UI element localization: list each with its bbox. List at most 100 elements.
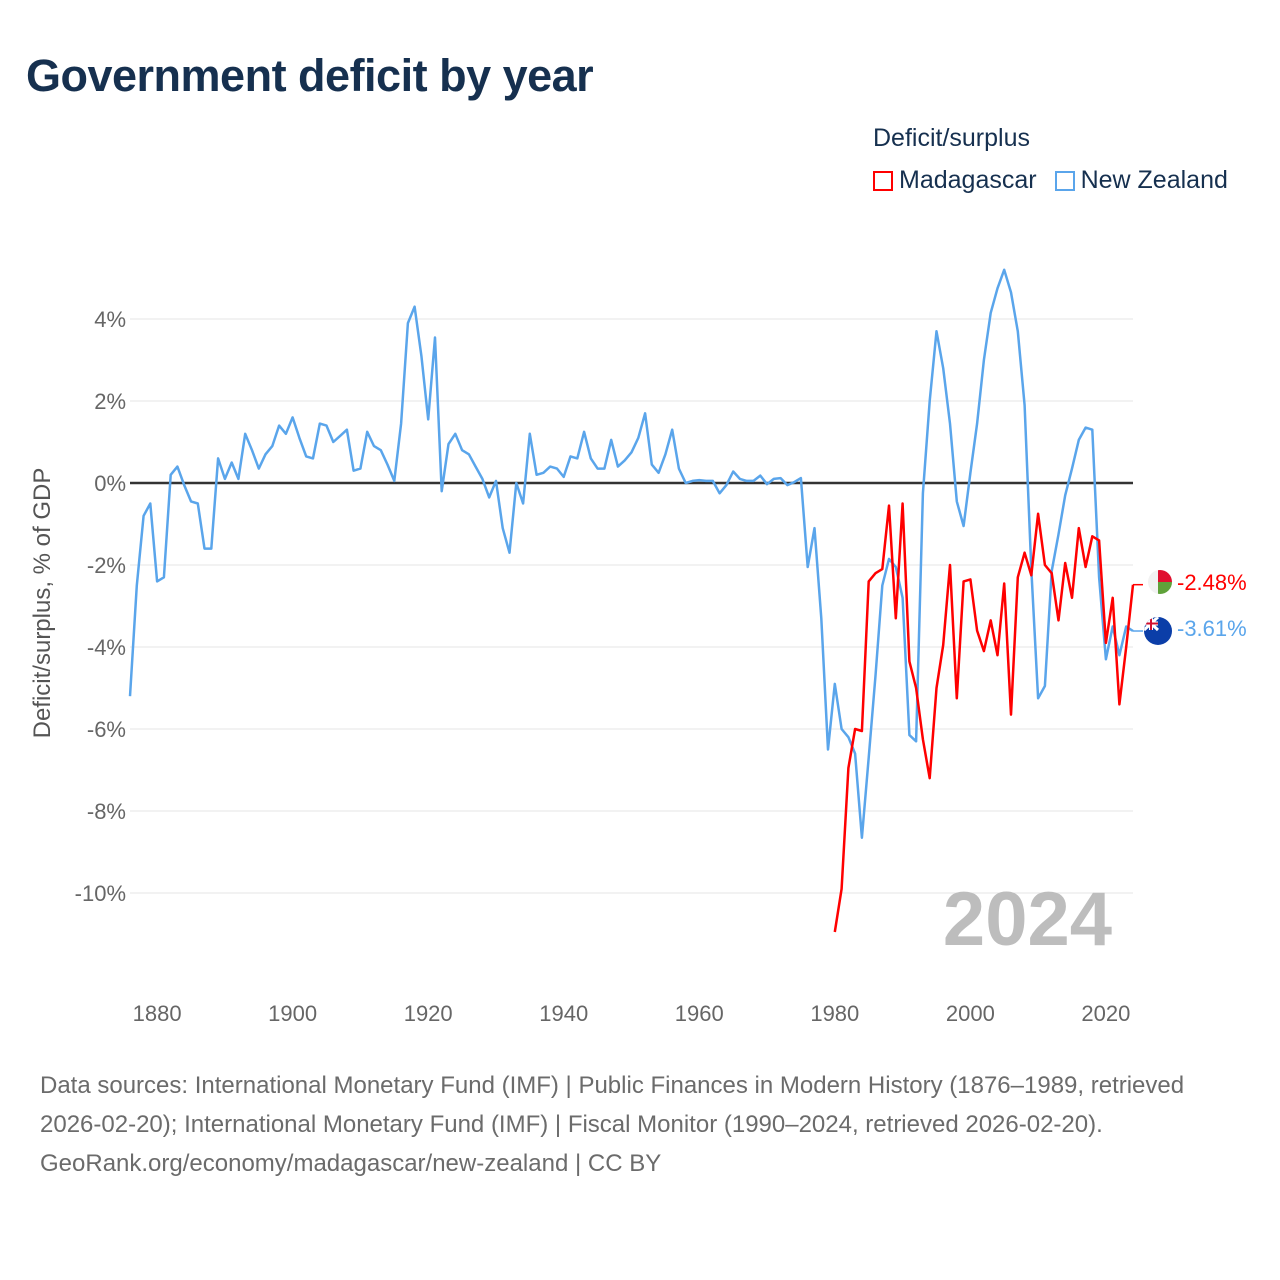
new-zealand-data-point — [1084, 426, 1088, 430]
new-zealand-data-point — [609, 438, 613, 442]
new-zealand-data-point — [751, 479, 755, 483]
new-zealand-data-point — [182, 483, 186, 487]
new-zealand-data-point — [169, 473, 173, 477]
y-tick-label: -8% — [87, 799, 126, 824]
y-tick-label: -4% — [87, 635, 126, 660]
madagascar-data-point — [948, 563, 952, 567]
new-zealand-data-point — [569, 454, 573, 458]
new-zealand-data-point — [392, 479, 396, 483]
madagascar-data-point — [1050, 571, 1054, 575]
madagascar-data-point — [962, 579, 966, 583]
new-zealand-data-point — [880, 584, 884, 588]
new-zealand-data-point — [372, 444, 376, 448]
x-tick-label: 1880 — [133, 1001, 182, 1026]
y-tick-label: -2% — [87, 553, 126, 578]
new-zealand-data-point — [548, 465, 552, 469]
new-zealand-series-line — [128, 268, 1134, 839]
madagascar-data-point — [1097, 538, 1101, 542]
madagascar-data-point — [1070, 596, 1074, 600]
madagascar-data-point — [1084, 565, 1088, 569]
madagascar-data-point — [867, 579, 871, 583]
new-zealand-data-point — [467, 452, 471, 456]
new-zealand-data-point — [616, 465, 620, 469]
legend-item-madagascar[interactable]: Madagascar — [873, 166, 1037, 195]
madagascar-data-point — [853, 727, 857, 731]
legend-label-madagascar: Madagascar — [899, 166, 1037, 194]
new-zealand-data-point — [765, 482, 769, 486]
new-zealand-data-point — [901, 596, 905, 600]
new-zealand-data-point — [501, 526, 505, 530]
madagascar-data-point — [901, 502, 905, 506]
new-zealand-data-point — [840, 727, 844, 731]
data-sources: Data sources: International Monetary Fun… — [40, 1072, 1185, 1138]
madagascar-data-point — [995, 653, 999, 657]
x-tick-label: 2020 — [1081, 1001, 1130, 1026]
new-zealand-data-point — [128, 694, 132, 698]
credit-link[interactable]: GeoRank.org/economy/madagascar/new-zeala… — [40, 1150, 662, 1177]
new-zealand-data-point — [297, 436, 301, 440]
new-zealand-data-point — [528, 432, 532, 436]
new-zealand-data-point — [806, 565, 810, 569]
new-zealand-data-point — [860, 836, 864, 840]
madagascar-data-point — [1016, 575, 1020, 579]
new-zealand-data-point — [440, 489, 444, 493]
madagascar-data-point — [860, 729, 864, 733]
madagascar-data-point — [873, 571, 877, 575]
new-zealand-data-point — [203, 547, 207, 551]
new-zealand-data-point — [907, 733, 911, 737]
new-zealand-data-point — [345, 428, 349, 432]
x-tick-label: 1980 — [810, 1001, 859, 1026]
new-zealand-data-point — [738, 477, 742, 481]
new-zealand-data-point — [1023, 403, 1027, 407]
madagascar-data-point — [1124, 645, 1128, 649]
new-zealand-data-point — [230, 461, 234, 465]
madagascar-data-point — [1036, 512, 1040, 516]
legend-swatch-madagascar — [873, 170, 893, 191]
madagascar-data-point — [887, 504, 891, 508]
new-zealand-data-point — [873, 674, 877, 678]
new-zealand-data-point — [508, 551, 512, 555]
new-zealand-data-point — [257, 467, 261, 471]
new-zealand-end-label: -3.61% — [1177, 616, 1247, 641]
new-zealand-data-point — [582, 430, 586, 434]
new-zealand-data-point — [325, 424, 329, 428]
madagascar-data-point — [833, 930, 837, 934]
new-zealand-data-point — [331, 440, 335, 444]
madagascar-data-point — [989, 618, 993, 622]
new-zealand-data-point — [514, 481, 518, 485]
y-tick-label: 2% — [94, 389, 126, 414]
new-zealand-data-point — [209, 547, 213, 551]
madagascar-data-point — [928, 776, 932, 780]
madagascar-data-point — [941, 643, 945, 647]
y-tick-label: -10% — [75, 881, 126, 906]
page-title: Government deficit by year — [26, 50, 594, 101]
new-zealand-data-point — [216, 456, 220, 460]
new-zealand-data-point — [596, 467, 600, 471]
madagascar-data-point — [1063, 561, 1067, 565]
new-zealand-data-point — [887, 557, 891, 561]
y-axis-label: Deficit/surplus, % of GDP — [29, 468, 56, 739]
new-zealand-data-point — [799, 476, 803, 480]
new-zealand-data-point — [291, 415, 295, 419]
new-zealand-data-point — [135, 584, 139, 588]
new-zealand-data-point — [724, 483, 728, 487]
new-zealand-data-point — [433, 335, 437, 339]
madagascar-data-point — [1056, 618, 1060, 622]
new-zealand-data-point — [630, 450, 634, 454]
madagascar-data-point — [1117, 702, 1121, 706]
new-zealand-data-point — [535, 473, 539, 477]
new-zealand-data-point — [386, 463, 390, 467]
new-zealand-data-point — [867, 756, 871, 760]
new-zealand-data-point — [1043, 684, 1047, 688]
new-zealand-data-point — [921, 491, 925, 495]
new-zealand-data-point — [521, 502, 525, 506]
new-zealand-data-point — [1117, 653, 1121, 657]
new-zealand-data-point — [955, 499, 959, 503]
madagascar-data-point — [975, 629, 979, 633]
new-zealand-data-point — [155, 579, 159, 583]
legend-item-new-zealand[interactable]: New Zealand — [1054, 166, 1228, 195]
new-zealand-data-point — [589, 456, 593, 460]
y-tick-label: 0% — [94, 471, 126, 496]
new-zealand-data-point — [914, 739, 918, 743]
